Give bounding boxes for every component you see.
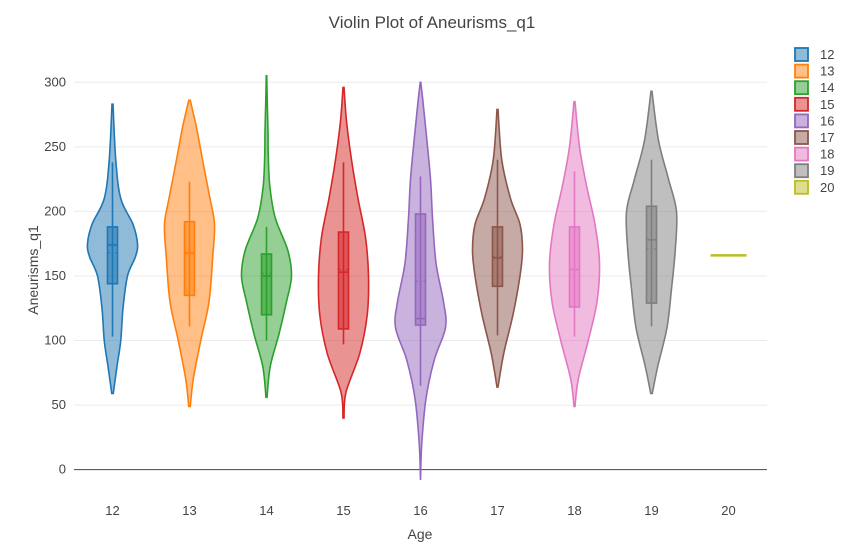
legend-item-18[interactable]: 18 [794, 146, 834, 162]
legend-swatch-13 [794, 63, 809, 79]
legend-swatch-14 [794, 80, 809, 96]
violin-17[interactable] [471, 108, 524, 388]
legend-swatch-15 [794, 96, 809, 112]
legend-label-18: 18 [820, 147, 834, 162]
violin-13-box [183, 220, 196, 297]
y-tick-label-300: 300 [44, 74, 66, 89]
y-tick-label-250: 250 [44, 139, 66, 154]
y-tick-label-150: 150 [44, 268, 66, 283]
x-tick-label-16: 16 [413, 503, 427, 518]
y-tick-label-50: 50 [52, 397, 66, 412]
x-tick-label-13: 13 [182, 503, 196, 518]
legend-label-12: 12 [820, 47, 834, 62]
legend-item-17[interactable]: 17 [794, 130, 834, 145]
legend-label-13: 13 [820, 64, 834, 79]
legend-label-20: 20 [820, 180, 834, 195]
legend-swatch-19 [794, 163, 809, 179]
legend-label-14: 14 [820, 80, 834, 95]
x-tick-label-19: 19 [644, 503, 658, 518]
violin-12-box [106, 226, 119, 285]
x-axis-title: Age [408, 526, 433, 542]
legend-item-20[interactable]: 20 [794, 179, 834, 195]
y-tick-labels: 0 50 100 150 200 250 300 [44, 74, 66, 476]
x-tick-label-15: 15 [336, 503, 350, 518]
legend-swatch-12 [794, 47, 809, 62]
legend-swatch-17 [794, 130, 809, 145]
legend-swatch-16 [794, 113, 809, 129]
legend-item-16[interactable]: 16 [794, 113, 834, 129]
violin-12[interactable] [86, 103, 139, 395]
x-tick-label-20: 20 [721, 503, 735, 518]
violin-14[interactable] [240, 75, 293, 399]
x-tick-label-12: 12 [105, 503, 119, 518]
x-tick-label-18: 18 [567, 503, 581, 518]
violin-19[interactable] [625, 90, 678, 395]
x-tick-label-17: 17 [490, 503, 504, 518]
x-tick-labels: 12 13 14 15 16 17 18 19 20 [105, 503, 735, 518]
y-tick-label-200: 200 [44, 203, 66, 218]
legend-item-14[interactable]: 14 [794, 80, 834, 96]
y-tick-label-0: 0 [59, 462, 66, 477]
violin-15-box [337, 231, 350, 330]
y-axis-title: Aneurisms_q1 [25, 225, 41, 315]
legend-item-13[interactable]: 13 [794, 63, 834, 79]
violin-13[interactable] [163, 99, 216, 408]
legend-label-17: 17 [820, 130, 834, 145]
violin-16-box [414, 213, 427, 326]
legend-item-12[interactable]: 12 [794, 47, 834, 62]
legend-item-19[interactable]: 19 [794, 163, 834, 179]
violin-15[interactable] [317, 86, 370, 419]
violin-16[interactable] [394, 81, 447, 481]
legend-swatch-20 [794, 179, 809, 195]
violin-18-box [568, 226, 581, 308]
chart-title: Violin Plot of Aneurisms_q1 [329, 13, 536, 32]
y-tick-label-100: 100 [44, 333, 66, 348]
x-tick-label-14: 14 [259, 503, 273, 518]
violin-layer [86, 75, 747, 481]
legend-label-15: 15 [820, 97, 834, 112]
legend-label-19: 19 [820, 163, 834, 178]
legend-label-16: 16 [820, 113, 834, 128]
legend-item-15[interactable]: 15 [794, 96, 834, 112]
violin-14-box [260, 253, 273, 316]
violin-18[interactable] [548, 100, 601, 408]
legend-swatch-18 [794, 146, 809, 162]
violin-19-box [645, 205, 658, 304]
